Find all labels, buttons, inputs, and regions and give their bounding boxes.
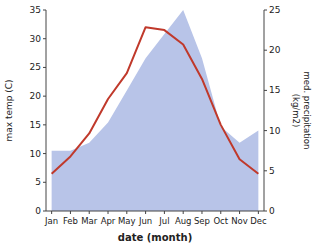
x-tick-label: Oct <box>213 216 228 226</box>
y2-axis-line <box>264 10 265 211</box>
y-tick-label: 15 <box>30 120 41 130</box>
x-tick <box>164 211 165 214</box>
y2-tick-label: 15 <box>269 85 280 95</box>
y-tick-label: 25 <box>30 62 41 72</box>
y2-tick-label: 10 <box>269 126 281 136</box>
plot-area <box>52 10 259 211</box>
y-tick <box>43 182 46 183</box>
y2-tick-label: 25 <box>269 5 280 15</box>
x-tick <box>89 211 90 214</box>
x-tick-label: Mar <box>81 216 98 226</box>
y-tick <box>43 38 46 39</box>
x-tick <box>126 211 127 214</box>
x-tick <box>239 211 240 214</box>
x-tick <box>201 211 202 214</box>
y-tick <box>43 96 46 97</box>
y2-axis-label-line: med. precipitation <box>302 72 312 150</box>
y2-tick <box>264 10 267 11</box>
x-tick-label: May <box>118 216 136 226</box>
x-tick-label: Jun <box>138 216 152 226</box>
y2-tick-label: 0 <box>269 206 275 216</box>
x-tick-label: Jan <box>44 216 58 226</box>
y-tick-label: 30 <box>30 34 42 44</box>
x-axis-line <box>46 211 264 212</box>
y-tick-label: 10 <box>30 149 42 159</box>
x-tick-label: Jul <box>158 216 169 226</box>
x-tick-label: Dec <box>250 216 267 226</box>
x-tick <box>108 211 109 214</box>
y-tick-label: 0 <box>35 206 41 216</box>
y-tick <box>43 124 46 125</box>
y-tick-label: 20 <box>30 91 42 101</box>
x-tick <box>70 211 71 214</box>
x-tick <box>220 211 221 214</box>
x-tick <box>183 211 184 214</box>
x-tick-label: Nov <box>231 216 248 226</box>
y-tick <box>43 153 46 154</box>
x-tick <box>258 211 259 214</box>
y2-tick-label: 5 <box>269 166 275 176</box>
x-axis-label: date (month) <box>118 232 192 243</box>
y-tick-label: 5 <box>35 177 41 187</box>
y-tick <box>43 10 46 11</box>
y-tick <box>43 67 46 68</box>
y2-axis-label: med. precipitation(kg/m2) <box>291 72 312 150</box>
temp-line <box>52 27 259 173</box>
precip-area <box>52 10 259 211</box>
x-tick-label: Sep <box>194 216 210 226</box>
y2-tick <box>264 90 267 91</box>
x-tick <box>145 211 146 214</box>
x-tick <box>51 211 52 214</box>
y-tick <box>43 211 46 212</box>
y-axis-label: max temp (C) <box>4 79 14 141</box>
y2-tick <box>264 211 267 212</box>
chart: JanFebMarAprMayJunJulAugSepOctNovDec0510… <box>0 0 318 247</box>
y2-axis-label-line: (kg/m2) <box>291 94 301 128</box>
x-tick-label: Aug <box>175 216 192 226</box>
y2-tick <box>264 170 267 171</box>
y2-tick-label: 20 <box>269 45 281 55</box>
x-tick-label: Feb <box>63 216 78 226</box>
x-tick-label: Apr <box>101 216 116 226</box>
y-axis-line <box>46 10 47 211</box>
y2-tick <box>264 50 267 51</box>
y2-tick <box>264 130 267 131</box>
y-tick-label: 35 <box>30 5 41 15</box>
